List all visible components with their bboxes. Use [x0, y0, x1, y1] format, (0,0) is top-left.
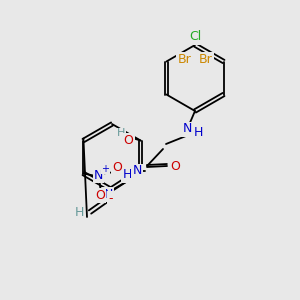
- Text: N: N: [132, 164, 142, 178]
- Text: H: H: [122, 169, 132, 182]
- Text: H: H: [116, 128, 125, 139]
- Text: N: N: [182, 122, 192, 136]
- Text: +: +: [101, 164, 110, 173]
- Text: H: H: [74, 206, 84, 218]
- Text: O: O: [95, 189, 105, 202]
- Text: N: N: [94, 169, 103, 182]
- Text: N: N: [103, 188, 113, 200]
- Text: O: O: [124, 134, 134, 147]
- Text: Br: Br: [177, 53, 191, 66]
- Text: H: H: [193, 127, 203, 140]
- Text: O: O: [112, 161, 122, 174]
- Text: -: -: [108, 192, 113, 205]
- Text: O: O: [170, 160, 180, 172]
- Text: Br: Br: [199, 53, 213, 66]
- Text: Cl: Cl: [189, 31, 201, 44]
